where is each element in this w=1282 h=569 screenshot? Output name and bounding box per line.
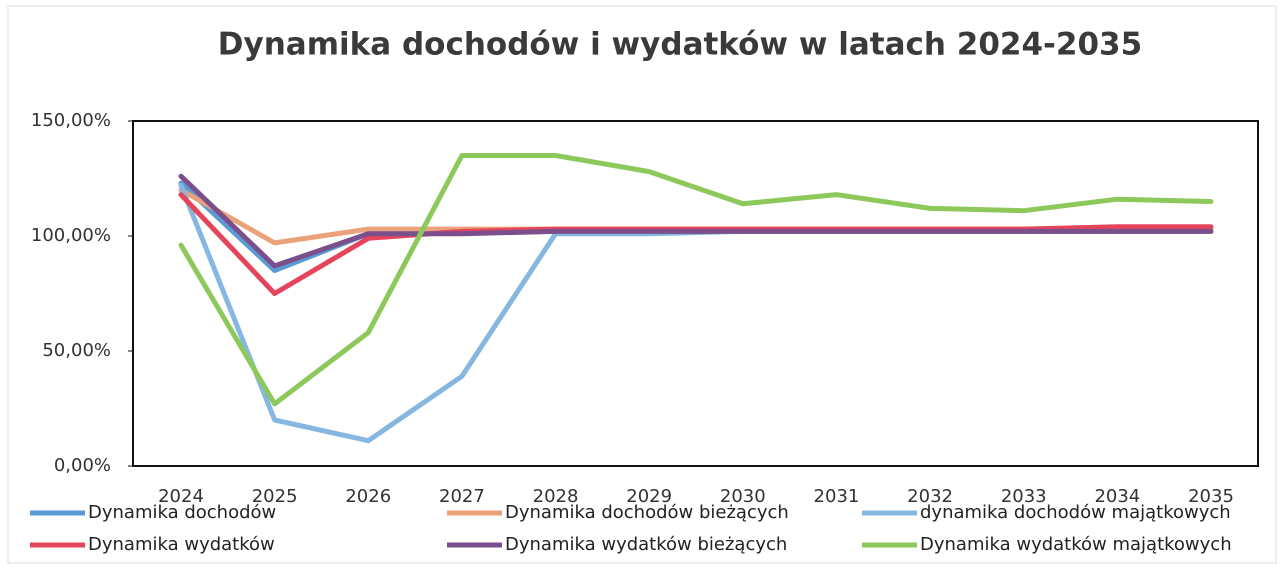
legend-label: Dynamika dochodów [88, 502, 276, 523]
x-tick-label: 2027 [439, 486, 485, 507]
chart-title: Dynamika dochodów i wydatków w latach 20… [218, 27, 1142, 63]
y-tick-label: 50,00% [42, 340, 111, 361]
x-tick-label: 2028 [533, 486, 579, 507]
legend-label: Dynamika wydatków majątkowych [920, 534, 1232, 555]
chart-background [7, 5, 1277, 564]
x-tick-label: 2026 [345, 486, 391, 507]
legend-label: Dynamika wydatków [88, 534, 275, 555]
x-tick-label: 2033 [1001, 486, 1047, 507]
x-tick-label: 2035 [1188, 486, 1234, 507]
y-tick-label: 150,00% [31, 110, 111, 131]
series-line [178, 173, 1214, 269]
series-line [178, 153, 1214, 407]
x-tick-label: 2031 [814, 486, 860, 507]
x-tick-label: 2029 [626, 486, 672, 507]
legend-label: Dynamika dochodów bieżących [505, 502, 789, 523]
x-tick-label: 2034 [1094, 486, 1140, 507]
legend-label: Dynamika wydatków bieżących [505, 534, 787, 555]
y-tick-label: 100,00% [31, 225, 111, 246]
x-tick-label: 2030 [720, 486, 766, 507]
x-tick-label: 2024 [158, 486, 204, 507]
x-tick-label: 2025 [252, 486, 298, 507]
y-tick-label: 0,00% [54, 455, 111, 476]
plot-frame [132, 120, 1259, 467]
x-tick-label: 2032 [907, 486, 953, 507]
legend-label: dynamika dochodów majątkowych [920, 502, 1231, 523]
